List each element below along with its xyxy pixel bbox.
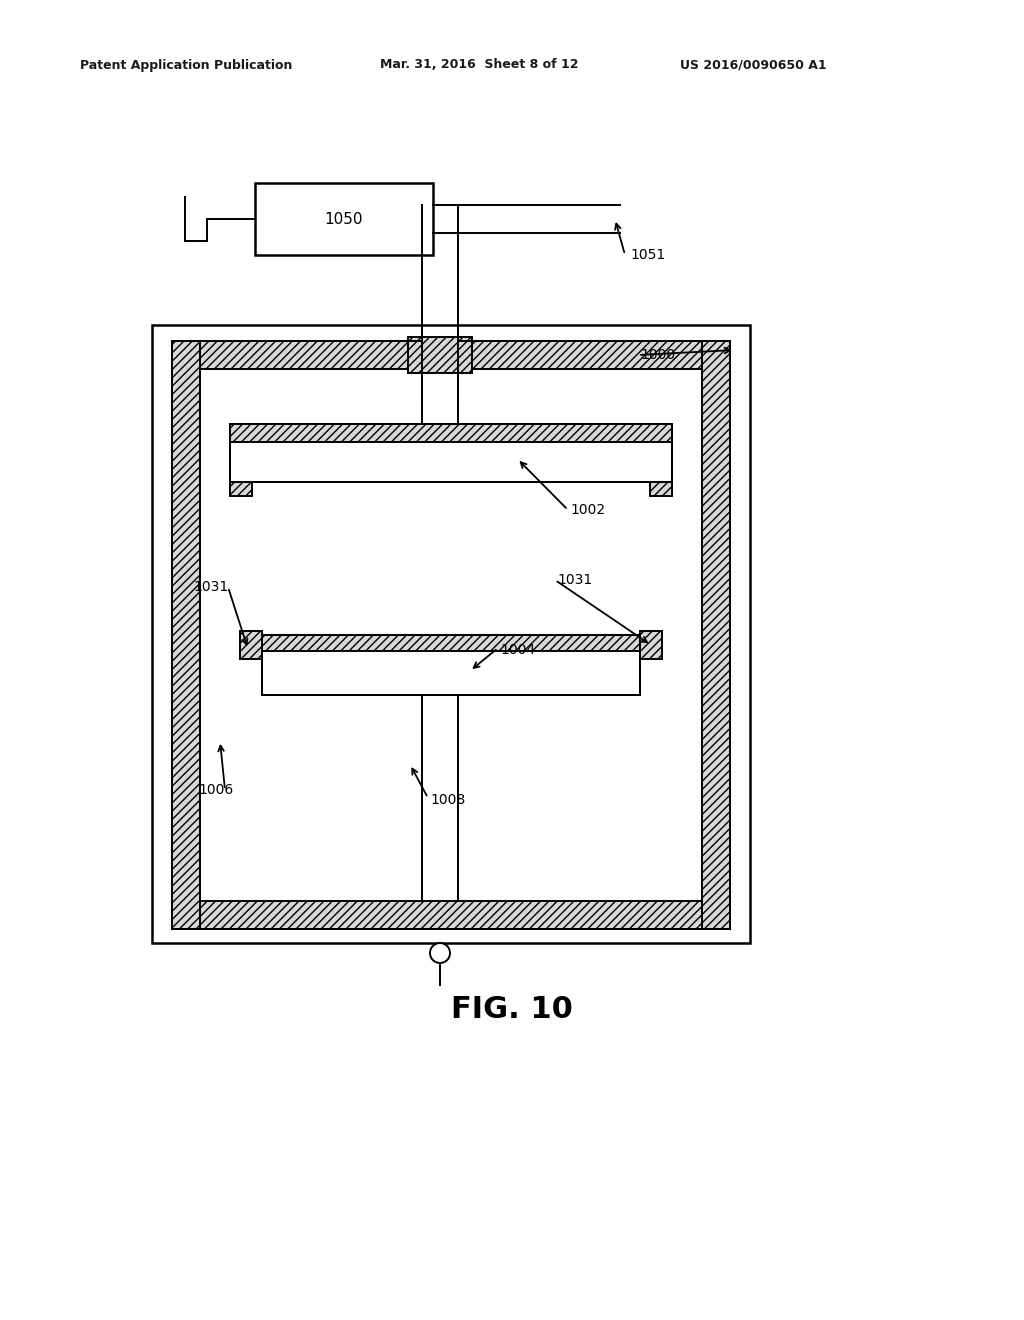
Text: 1006: 1006 xyxy=(198,783,233,797)
Bar xyxy=(172,341,200,929)
Bar xyxy=(262,635,640,651)
Bar xyxy=(255,183,433,255)
Text: Mar. 31, 2016  Sheet 8 of 12: Mar. 31, 2016 Sheet 8 of 12 xyxy=(380,58,579,71)
Bar xyxy=(230,424,672,482)
Bar xyxy=(172,902,730,929)
Text: 1004: 1004 xyxy=(500,643,536,657)
Text: US 2016/0090650 A1: US 2016/0090650 A1 xyxy=(680,58,826,71)
Bar xyxy=(230,442,672,482)
Bar xyxy=(172,341,730,370)
Bar xyxy=(230,482,252,496)
Text: 1000: 1000 xyxy=(640,348,675,362)
Bar xyxy=(262,651,640,696)
Bar xyxy=(640,631,662,659)
Text: 1050: 1050 xyxy=(325,211,364,227)
Text: 1031: 1031 xyxy=(557,573,592,587)
Text: 1002: 1002 xyxy=(570,503,605,517)
Bar xyxy=(172,341,730,929)
Text: Patent Application Publication: Patent Application Publication xyxy=(80,58,293,71)
Text: FIG. 10: FIG. 10 xyxy=(451,995,573,1024)
Bar xyxy=(240,631,262,659)
Text: 1008: 1008 xyxy=(430,793,465,807)
Bar xyxy=(408,337,472,374)
Circle shape xyxy=(430,942,450,964)
Bar xyxy=(230,424,672,442)
Bar xyxy=(262,635,640,696)
Text: 1051: 1051 xyxy=(630,248,666,261)
Bar xyxy=(152,325,750,942)
Text: 1031: 1031 xyxy=(193,579,228,594)
Bar xyxy=(702,341,730,929)
Bar xyxy=(650,482,672,496)
